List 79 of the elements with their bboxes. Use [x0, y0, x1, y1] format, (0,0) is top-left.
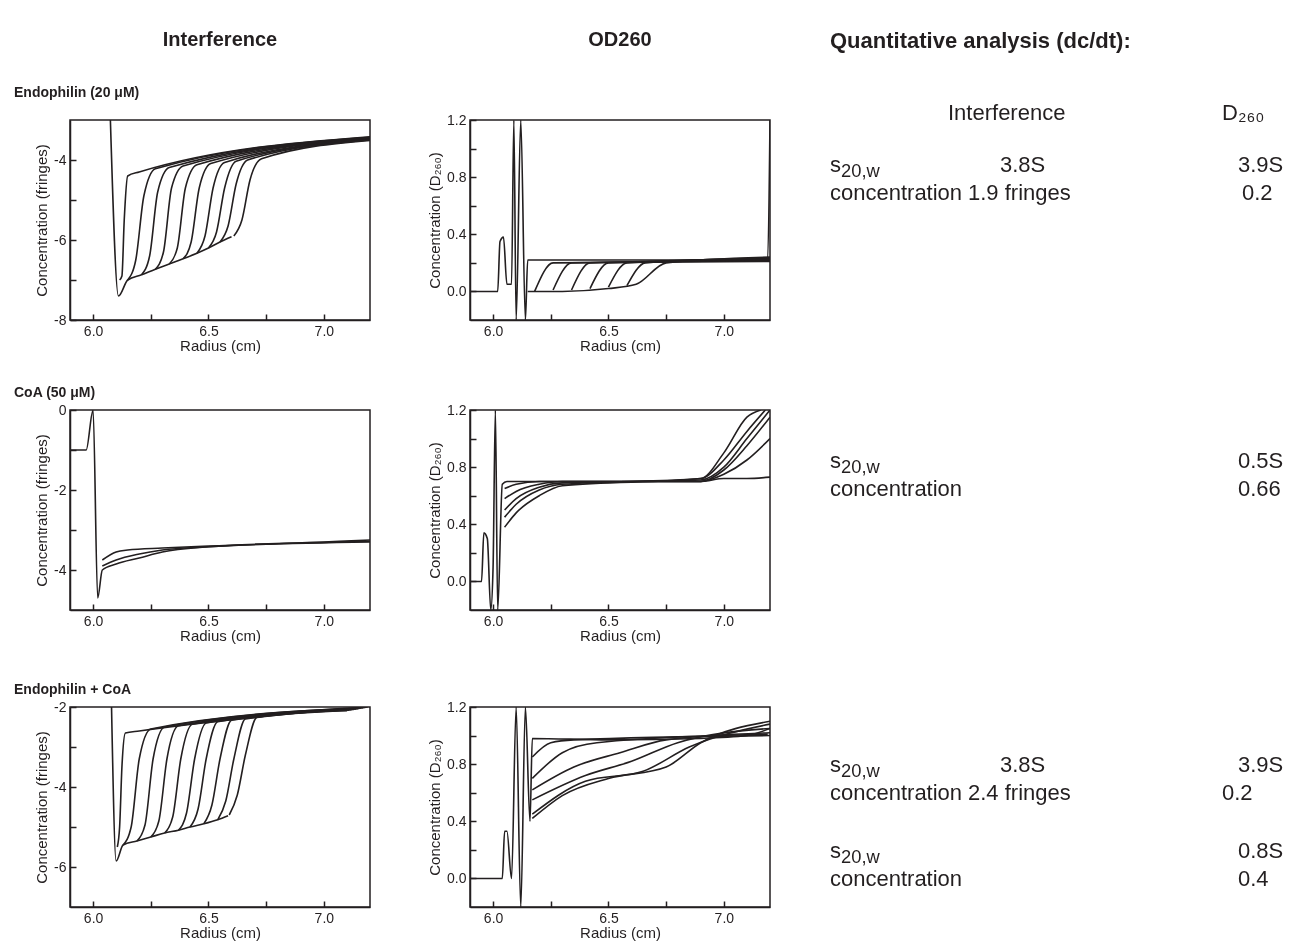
text: 2.4 fringes	[968, 780, 1071, 806]
text: 3.8S	[1000, 152, 1046, 178]
y-tick-label: 0.0	[447, 869, 467, 886]
x-axis-title: Radius (cm)	[580, 626, 661, 644]
y-tick-label: 0.4	[447, 812, 467, 829]
text: D₂₆₀	[1222, 100, 1265, 126]
text: concentration	[830, 476, 963, 502]
y-tick-label: 0.8	[447, 168, 467, 185]
y-tick-label: -8	[54, 311, 67, 328]
text: s$_{20,w}$	[830, 152, 880, 182]
text: concentration	[830, 866, 963, 892]
y-tick-label: -6	[54, 858, 67, 875]
text: 0.5S	[1238, 448, 1284, 474]
y-tick-label: -4	[54, 561, 67, 578]
y-tick-label: 0.0	[447, 282, 467, 299]
x-tick-label: 7.0	[714, 909, 735, 926]
text: 1.9 fringes	[968, 180, 1071, 206]
text: 0.2	[1242, 180, 1273, 206]
x-tick-label: 7.0	[714, 612, 735, 629]
x-tick-label: 6.0	[483, 612, 504, 629]
x-axis-title: Radius (cm)	[580, 923, 661, 941]
x-axis-title: Radius (cm)	[180, 626, 261, 644]
y-tick-label: 0	[58, 401, 67, 418]
text: s$_{20,w}$	[830, 752, 880, 782]
y-tick-label: 0.8	[447, 755, 467, 772]
x-tick-label: 7.0	[314, 909, 335, 926]
y-tick-label: 1.2	[447, 698, 467, 715]
chart-title: Endophilin + CoA	[14, 681, 132, 697]
chart-title: Interference	[161, 28, 279, 51]
y-axis-title: Concentration (fringes)	[33, 731, 51, 884]
y-tick-label: 0.8	[447, 458, 467, 475]
text: concentration	[830, 180, 963, 206]
text: 0.66	[1238, 476, 1281, 502]
y-tick-label: 0.4	[447, 225, 467, 242]
x-tick-label: 7.0	[714, 322, 735, 339]
y-tick-label: -4	[54, 778, 67, 795]
x-axis-title: Radius (cm)	[180, 923, 261, 941]
x-tick-label: 7.0	[314, 322, 335, 339]
text: 0.8S	[1238, 838, 1284, 864]
x-tick-label: 6.0	[483, 322, 504, 339]
y-tick-label: 1.2	[447, 401, 467, 418]
x-tick-label: 6.5	[599, 322, 619, 339]
x-axis-title: Radius (cm)	[180, 336, 261, 354]
y-axis-title: Concentration (fringes)	[33, 434, 51, 587]
x-tick-label: 6.5	[599, 612, 619, 629]
y-axis-title: Concentration (D₂₆₀)	[426, 739, 444, 876]
x-tick-label: 6.5	[199, 909, 219, 926]
y-axis-title: Concentration (fringes)	[33, 144, 51, 297]
y-tick-label: 0.0	[447, 572, 467, 589]
x-tick-label: 6.5	[599, 909, 619, 926]
x-tick-label: 7.0	[314, 612, 335, 629]
y-tick-label: -2	[54, 481, 67, 498]
text: concentration	[830, 780, 963, 806]
chart-title: CoA (50 μM)	[14, 384, 96, 400]
text: 0.2	[1222, 780, 1253, 806]
chart-subtitle: Endophilin (20 μM)	[14, 84, 140, 100]
x-tick-label: 6.5	[199, 612, 219, 629]
text: 0.4	[1238, 866, 1269, 892]
x-tick-label: 6.0	[83, 322, 104, 339]
y-tick-label: -4	[54, 151, 67, 168]
y-axis-title: Concentration (D₂₆₀)	[426, 442, 444, 579]
chart-title: OD260	[587, 28, 653, 51]
text: 3.9S	[1238, 752, 1284, 778]
text: s$_{20,w}$	[830, 448, 880, 478]
x-axis-title: Radius (cm)	[580, 336, 661, 354]
y-tick-label: -2	[54, 698, 67, 715]
text: s$_{20,w}$	[830, 838, 880, 868]
x-tick-label: 6.0	[83, 612, 104, 629]
y-axis-title: Concentration (D₂₆₀)	[426, 152, 444, 289]
text: Quantitative analysis (dc/dt):	[830, 28, 1131, 54]
y-tick-label: -6	[54, 231, 67, 248]
x-tick-label: 6.5	[199, 322, 219, 339]
y-tick-label: 1.2	[447, 111, 467, 128]
text: 3.9S	[1238, 152, 1284, 178]
x-tick-label: 6.0	[83, 909, 104, 926]
text: 3.8S	[1000, 752, 1046, 778]
text: Interference	[948, 100, 1066, 126]
x-tick-label: 6.0	[483, 909, 504, 926]
y-tick-label: 0.4	[447, 515, 467, 532]
